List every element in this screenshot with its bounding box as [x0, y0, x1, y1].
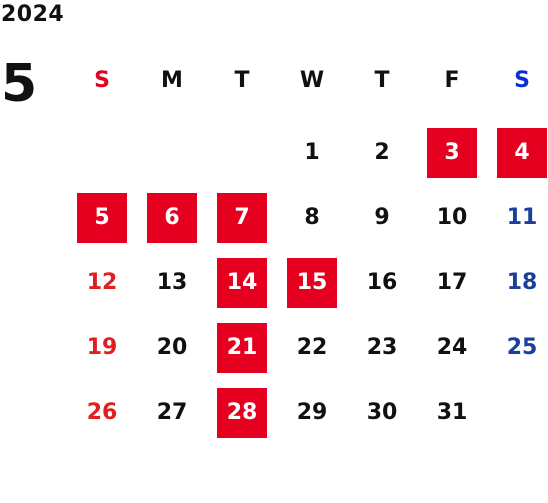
calendar-cell: 16: [347, 250, 417, 315]
calendar-date[interactable]: 30: [366, 400, 398, 425]
calendar-cell: 11: [487, 185, 548, 250]
calendar-date[interactable]: 22: [296, 335, 328, 360]
month-number: 5: [1, 54, 38, 114]
calendar-date[interactable]: 20: [156, 335, 188, 360]
calendar-cell: 24: [417, 315, 487, 380]
weekday-header-monday: M: [161, 67, 183, 93]
holiday-date[interactable]: 7: [217, 192, 267, 243]
calendar-date[interactable]: 19: [86, 335, 118, 360]
weekday-header-thursday: T: [374, 67, 390, 93]
calendar-cell: [207, 120, 277, 185]
calendar-date[interactable]: 8: [304, 205, 320, 230]
calendar-date[interactable]: 24: [436, 335, 468, 360]
calendar-cell: 9: [347, 185, 417, 250]
calendar-cell: 20: [137, 315, 207, 380]
calendar-cell: 13: [137, 250, 207, 315]
calendar-date[interactable]: 12: [86, 270, 118, 295]
weekday-header-saturday: S: [514, 67, 530, 93]
calendar-date[interactable]: 31: [436, 400, 468, 425]
calendar-cell: 21: [207, 315, 277, 380]
calendar-cell: 14: [207, 250, 277, 315]
calendar-date[interactable]: 1: [304, 140, 320, 165]
calendar-cell: 3: [417, 120, 487, 185]
calendar-date[interactable]: 11: [506, 205, 538, 230]
calendar-cell: 26: [67, 380, 137, 445]
calendar-cell: 10: [417, 185, 487, 250]
calendar-date[interactable]: 16: [366, 270, 398, 295]
calendar-cell: 15: [277, 250, 347, 315]
calendar-cell: [67, 120, 137, 185]
holiday-date[interactable]: 5: [77, 192, 127, 243]
calendar-grid: S M T W T F S 1 2 3 4 5 6 7 8 9 10 11 12 13 14 15 16 17 1…: [67, 55, 548, 445]
calendar-date[interactable]: 23: [366, 335, 398, 360]
calendar-cell: 28: [207, 380, 277, 445]
calendar-cell: [137, 120, 207, 185]
weekday-header-wednesday: W: [299, 67, 325, 93]
calendar-cell: 4: [487, 120, 548, 185]
calendar-cell: 8: [277, 185, 347, 250]
calendar-date[interactable]: 25: [506, 335, 538, 360]
calendar-date[interactable]: 2: [374, 140, 390, 165]
calendar-cell: 30: [347, 380, 417, 445]
weekday-header-tuesday: T: [234, 67, 250, 93]
holiday-date[interactable]: 15: [287, 257, 337, 308]
holiday-date[interactable]: 21: [217, 322, 267, 373]
calendar-cell: 2: [347, 120, 417, 185]
calendar-cell: 18: [487, 250, 548, 315]
holiday-date[interactable]: 14: [217, 257, 267, 308]
holiday-date[interactable]: 6: [147, 192, 197, 243]
holiday-date[interactable]: 28: [217, 387, 267, 438]
calendar-cell: 23: [347, 315, 417, 380]
calendar-cell: 1: [277, 120, 347, 185]
calendar-cell: 17: [417, 250, 487, 315]
calendar-cell: 19: [67, 315, 137, 380]
calendar-date[interactable]: 10: [436, 205, 468, 230]
calendar-cell: 31: [417, 380, 487, 445]
calendar-cell: 27: [137, 380, 207, 445]
calendar-cell: 12: [67, 250, 137, 315]
calendar-cell: 25: [487, 315, 548, 380]
calendar-cell: 6: [137, 185, 207, 250]
calendar-date[interactable]: 18: [506, 270, 538, 295]
holiday-date[interactable]: 4: [497, 127, 547, 178]
holiday-date[interactable]: 3: [427, 127, 477, 178]
calendar-date[interactable]: 17: [436, 270, 468, 295]
calendar-date[interactable]: 26: [86, 400, 118, 425]
calendar-date[interactable]: 13: [156, 270, 188, 295]
calendar-cell: [487, 380, 548, 445]
calendar-date[interactable]: 9: [374, 205, 390, 230]
calendar-cell: 5: [67, 185, 137, 250]
calendar-cell: 29: [277, 380, 347, 445]
calendar-cell: 22: [277, 315, 347, 380]
calendar-cell: 7: [207, 185, 277, 250]
weekday-header-sunday: S: [94, 67, 110, 93]
year-label: 2024: [1, 2, 65, 27]
calendar-date[interactable]: 29: [296, 400, 328, 425]
calendar-date[interactable]: 27: [156, 400, 188, 425]
weekday-header-friday: F: [444, 67, 460, 93]
